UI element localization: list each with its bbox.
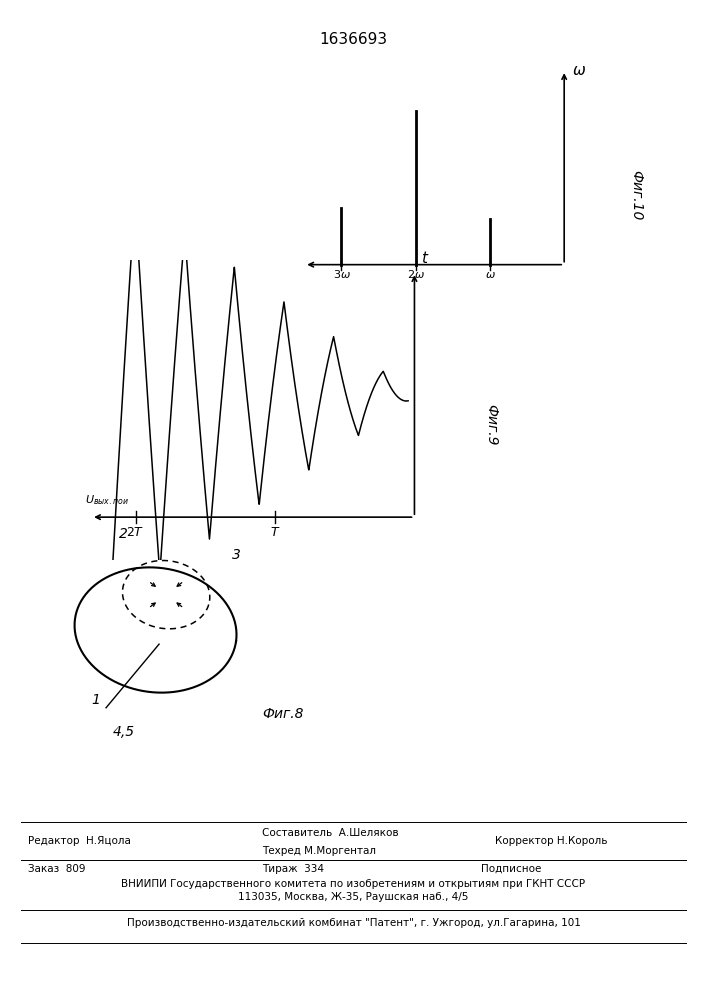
Text: ВНИИПИ Государственного комитета по изобретениям и открытиям при ГКНТ СССР: ВНИИПИ Государственного комитета по изоб…: [122, 879, 585, 889]
Text: Подписное: Подписное: [481, 864, 541, 874]
Text: $\omega$: $\omega$: [484, 270, 496, 280]
Text: 113035, Москва, Ж-35, Раушская наб., 4/5: 113035, Москва, Ж-35, Раушская наб., 4/5: [238, 892, 469, 902]
Text: Корректор Н.Король: Корректор Н.Король: [495, 836, 607, 846]
Text: 1636693: 1636693: [320, 32, 387, 47]
Text: $2T$: $2T$: [127, 526, 145, 539]
Text: Тираж  334: Тираж 334: [262, 864, 324, 874]
Text: Редактор  Н.Яцола: Редактор Н.Яцола: [28, 836, 132, 846]
Text: $U_{вых.пои}$: $U_{вых.пои}$: [85, 494, 129, 507]
Text: Составитель  А.Шеляков: Составитель А.Шеляков: [262, 828, 398, 838]
Text: $3\omega$: $3\omega$: [332, 268, 351, 280]
Text: Фиг.10: Фиг.10: [629, 170, 643, 220]
Text: 2: 2: [119, 527, 128, 541]
Text: 1: 1: [91, 693, 100, 707]
Text: $\omega$: $\omega$: [571, 63, 585, 78]
Text: $T$: $T$: [270, 526, 280, 539]
Text: Техред М.Моргентал: Техред М.Моргентал: [262, 846, 375, 856]
Text: $2\omega$: $2\omega$: [407, 268, 425, 280]
Text: Заказ  809: Заказ 809: [28, 864, 86, 874]
Text: Фиг.8: Фиг.8: [262, 707, 303, 721]
Text: Фиг.9: Фиг.9: [484, 404, 498, 446]
Text: 3: 3: [233, 548, 241, 562]
Text: Производственно-издательский комбинат "Патент", г. Ужгород, ул.Гагарина, 101: Производственно-издательский комбинат "П…: [127, 918, 580, 928]
Text: $t$: $t$: [421, 250, 429, 266]
Text: 4,5: 4,5: [112, 725, 135, 739]
